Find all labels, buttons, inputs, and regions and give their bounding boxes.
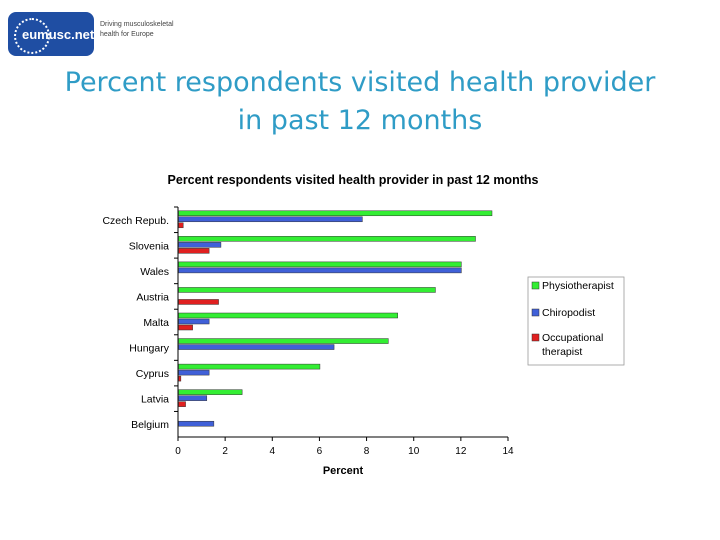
bar — [178, 267, 462, 274]
x-tick-label: 8 — [364, 446, 370, 457]
category-label: Hungary — [129, 343, 169, 355]
bar — [178, 242, 222, 248]
bar — [178, 261, 462, 268]
x-tick-label: 12 — [455, 446, 467, 457]
bar — [178, 210, 493, 217]
category-label: Austria — [136, 291, 169, 303]
x-tick-label: 6 — [317, 446, 323, 457]
bar — [178, 318, 210, 325]
x-tick-label: 0 — [175, 446, 181, 457]
bar — [178, 401, 186, 407]
x-tick-label: 2 — [222, 446, 228, 457]
legend-box — [527, 276, 625, 366]
bar — [178, 420, 215, 427]
bar — [178, 312, 398, 319]
bar — [178, 344, 335, 350]
x-tick-label: 10 — [408, 446, 420, 457]
chart-title: Percent respondents visited health provi… — [168, 173, 539, 187]
slide-title-line2: in past 12 months — [237, 105, 483, 136]
logo-badge: eumusc.net — [8, 12, 94, 56]
x-tick-label: 4 — [270, 446, 276, 457]
logo-tagline: Driving musculoskeletal health for Europ… — [100, 20, 174, 40]
bar — [178, 363, 321, 370]
bar — [178, 248, 210, 254]
legend-label: Physiotherapist — [542, 280, 614, 292]
legend-swatch — [531, 281, 540, 290]
bar — [178, 299, 219, 305]
category-label: Malta — [143, 317, 169, 329]
legend-label: Chiropodist — [542, 307, 595, 319]
legend-swatch — [531, 333, 540, 342]
legend: Physiotherapist Chiropodist Occupational th… — [527, 276, 625, 366]
stars-ring-icon — [14, 18, 50, 54]
legend-label: Occupational — [542, 332, 603, 344]
category-label: Belgium — [131, 419, 169, 431]
legend-swatch — [531, 308, 540, 317]
bar — [178, 222, 184, 229]
x-axis-title: Percent — [323, 465, 364, 477]
bar — [178, 395, 208, 401]
legend-label: therapist — [542, 346, 582, 358]
logo-tagline-line1: Driving musculoskeletal — [100, 21, 174, 28]
bar — [178, 287, 436, 293]
category-label: Wales — [140, 266, 169, 278]
logo-name: eumusc.net — [22, 27, 95, 42]
category-label: Czech Repub. — [102, 215, 169, 227]
category-label: Cyprus — [136, 368, 169, 380]
category-label: Latvia — [141, 394, 169, 406]
category-label: Slovenia — [129, 240, 169, 252]
bar — [178, 389, 243, 395]
plot-area: 0 2 4 6 8 10 12 14 Czech Repub. Slovenia Wales Aust… — [102, 206, 514, 457]
bar — [178, 324, 193, 331]
bar — [178, 338, 389, 344]
slide-title: Percent respondents visited health provi… — [20, 64, 700, 140]
eumusc-logo: eumusc.net Driving musculoskeletal healt… — [8, 8, 198, 60]
x-tick-label: 14 — [502, 446, 514, 457]
logo-tagline-line2: health for Europe — [100, 31, 154, 38]
bar — [178, 369, 210, 376]
bar — [178, 216, 363, 223]
bar — [178, 375, 182, 382]
slide-title-line1: Percent respondents visited health provi… — [64, 67, 656, 98]
bar — [178, 236, 476, 242]
